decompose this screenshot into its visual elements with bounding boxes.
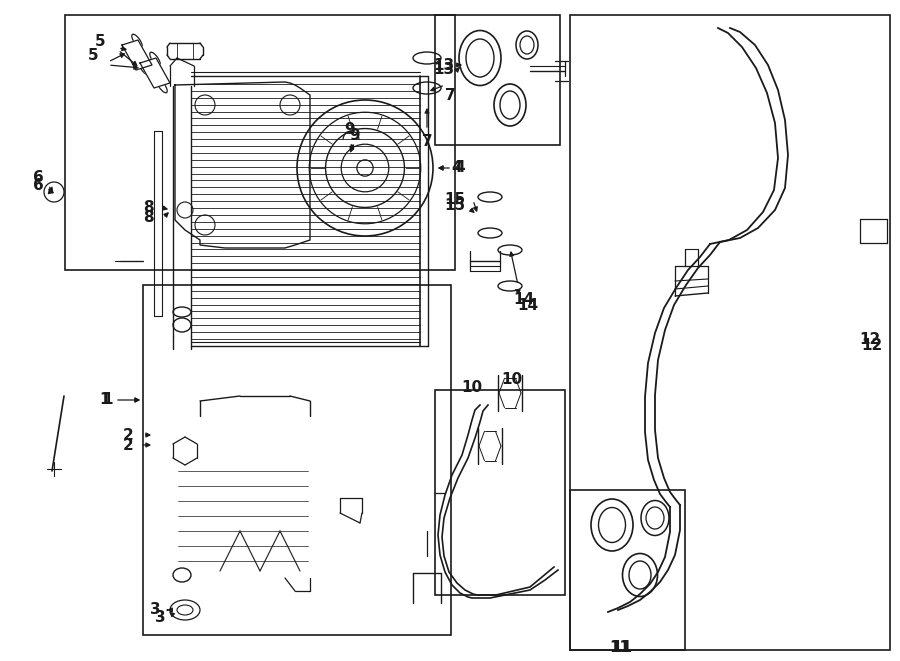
Text: 7: 7	[422, 134, 432, 149]
Text: 5: 5	[94, 34, 105, 50]
Text: 12: 12	[860, 332, 880, 348]
Text: 5: 5	[87, 48, 98, 63]
Bar	[570, 15, 890, 650]
Text: 9: 9	[350, 128, 360, 143]
Text: 1: 1	[103, 393, 113, 407]
Text: 1: 1	[100, 393, 110, 407]
Polygon shape	[140, 58, 170, 88]
Bar	[65, 15, 455, 270]
Text: 6: 6	[32, 178, 43, 192]
Text: 3: 3	[149, 602, 160, 617]
Text: 13: 13	[434, 63, 454, 77]
Text: 8: 8	[143, 200, 153, 215]
Text: 11: 11	[609, 641, 631, 656]
Bar	[435, 390, 565, 595]
Text: 9: 9	[345, 122, 356, 137]
Text: 15: 15	[445, 192, 465, 208]
Text: 11: 11	[611, 641, 633, 656]
Text: 14: 14	[513, 293, 535, 307]
Text: 2: 2	[122, 438, 133, 453]
Text: 10: 10	[462, 381, 482, 395]
Text: 4: 4	[454, 161, 465, 176]
Bar	[435, 15, 560, 145]
Polygon shape	[122, 40, 152, 70]
Text: 12: 12	[861, 338, 883, 352]
Bar	[143, 285, 451, 635]
Text: 6: 6	[32, 171, 43, 186]
Text: 8: 8	[143, 210, 153, 225]
Text: 3: 3	[155, 611, 166, 625]
Text: 10: 10	[501, 373, 523, 387]
Text: 4: 4	[452, 161, 463, 176]
Text: 2: 2	[122, 428, 133, 442]
Text: 15: 15	[445, 198, 465, 212]
Text: 14: 14	[518, 297, 538, 313]
Text: 13: 13	[434, 58, 454, 73]
Bar	[570, 490, 685, 650]
Text: 7: 7	[445, 87, 455, 102]
